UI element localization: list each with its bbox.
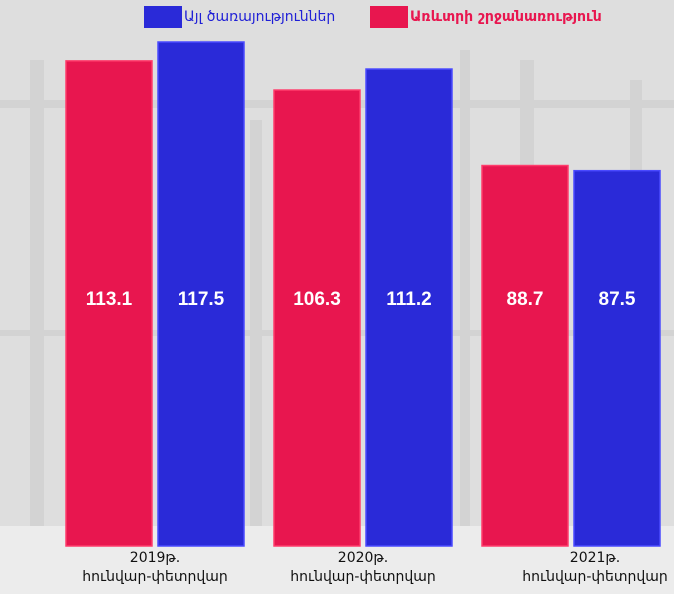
bar-value-label: 87.5 [599,289,636,310]
bar-value-label: 117.5 [178,289,225,310]
legend-label-trade-turnover: Առևտրի շրջանառություն [410,9,602,25]
legend-item-trade-turnover: Առևտրի շրջանառություն [370,6,602,28]
bar-services-0 [157,41,245,547]
chart-legend: Այլ ծառայություններ Առևտրի շրջանառությու… [0,6,674,34]
bar-value-label: 88.7 [507,289,544,310]
category-label: 2019թ. [130,550,180,566]
legend-label-other-services: Այլ ծառայություններ [184,9,336,25]
bar-trade-0 [65,60,153,547]
bar-value-label: 106.3 [293,289,341,310]
category-label: հունվար-փետրվար [290,569,436,585]
category-label: հունվար-փետրվար [522,569,668,585]
bar-services-2 [573,169,661,547]
category-label: հունվար-փետրվար [82,569,228,585]
bar-trade-1 [273,89,361,547]
legend-swatch-other-services [144,6,182,28]
bar-services-1 [365,68,453,547]
bar-value-label: 113.1 [86,289,133,310]
category-label: 2020թ. [338,550,388,566]
legend-swatch-trade-turnover [370,6,408,28]
bar-trade-2 [481,164,569,547]
legend-item-other-services: Այլ ծառայություններ [144,6,335,28]
bar-value-label: 111.2 [386,289,431,310]
category-label: 2021թ. [570,550,620,566]
